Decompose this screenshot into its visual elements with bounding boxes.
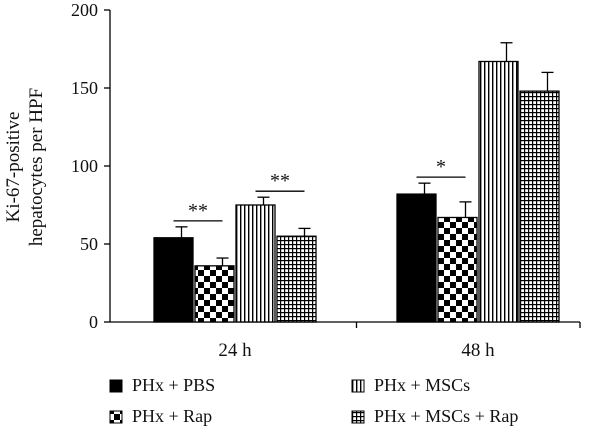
x-tick-label: 48 h [461, 340, 495, 361]
bar [478, 60, 519, 323]
significance-label: ** [188, 200, 208, 222]
x-tick-label: 24 h [218, 340, 252, 361]
bar [235, 204, 276, 323]
significance-label: ** [270, 170, 290, 192]
legend-swatch [109, 410, 123, 424]
significance-label: * [436, 156, 446, 178]
legend-label: PHx + MSCs + Rap [374, 406, 518, 426]
y-tick-label: 50 [80, 234, 98, 254]
legend-swatch [109, 379, 123, 393]
y-tick-label: 150 [71, 78, 98, 98]
legend-swatch [351, 410, 365, 424]
bar [437, 216, 478, 323]
y-axis-label-line-2: hepatocytes per HPF [26, 88, 47, 246]
bar [194, 265, 235, 323]
y-axis-label-line-1: Ki-67-positive [3, 112, 24, 223]
legend: PHx + PBS PHx + MSCs PHx + Rap PHx + MSCs +… [109, 375, 518, 426]
y-tick-label: 100 [71, 156, 98, 176]
legend-label: PHx + Rap [132, 406, 212, 426]
y-tick-label: 0 [89, 312, 98, 332]
legend-label: PHx + PBS [132, 375, 215, 395]
legend-label: PHx + MSCs [374, 375, 470, 395]
bar [519, 90, 560, 323]
bar [396, 193, 437, 323]
legend-swatch [351, 379, 365, 393]
bar [153, 237, 194, 323]
y-tick-label: 200 [71, 0, 98, 20]
bar [276, 235, 317, 323]
